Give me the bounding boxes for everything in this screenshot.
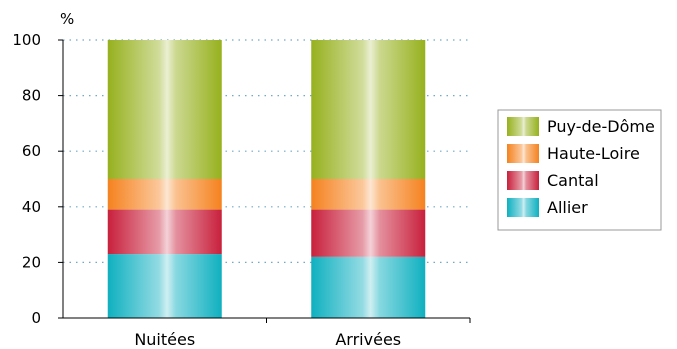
x-categories: Nuitées Arrivées bbox=[134, 318, 471, 349]
bar-segment-allier bbox=[107, 254, 222, 318]
legend-label: Allier bbox=[547, 198, 588, 217]
legend-swatch bbox=[507, 171, 539, 190]
legend-label: Puy-de-Dôme bbox=[547, 117, 655, 136]
bar-segment-cantal bbox=[107, 209, 222, 255]
x-category-label: Nuitées bbox=[134, 330, 195, 349]
legend-label: Haute-Loire bbox=[547, 144, 640, 163]
y-tick-label: 0 bbox=[31, 309, 41, 327]
bar-segment-allier bbox=[311, 256, 426, 318]
y-unit-label: % bbox=[60, 10, 74, 28]
y-tick-label: 20 bbox=[22, 253, 41, 271]
x-category-label: Arrivées bbox=[335, 330, 401, 349]
bar-segment-puy-de-d-me bbox=[107, 40, 222, 179]
legend-swatch bbox=[507, 117, 539, 136]
bars bbox=[107, 40, 426, 318]
legend: Puy-de-Dôme Haute-Loire Cantal Allier bbox=[497, 109, 662, 231]
bar-segment-cantal bbox=[311, 209, 426, 257]
y-tick-label: 80 bbox=[22, 87, 41, 105]
bar-segment-puy-de-d-me bbox=[311, 40, 426, 179]
y-ticks: 0 20 40 60 80 100 bbox=[12, 31, 63, 327]
bar-segment-haute-loire bbox=[311, 179, 426, 210]
y-tick-label: 40 bbox=[22, 198, 41, 216]
legend-label: Cantal bbox=[547, 171, 599, 190]
bar-segment-haute-loire bbox=[107, 179, 222, 210]
legend-swatch bbox=[507, 144, 539, 163]
legend-swatch bbox=[507, 198, 539, 217]
y-tick-label: 60 bbox=[22, 142, 41, 160]
y-tick-label: 100 bbox=[12, 31, 41, 49]
